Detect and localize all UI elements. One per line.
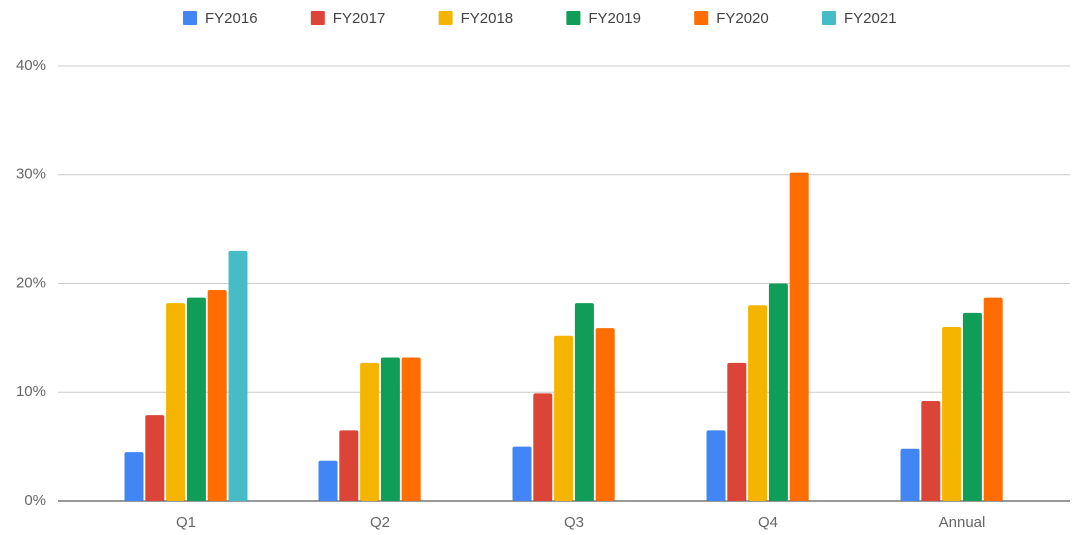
y-tick-label: 30% bbox=[16, 166, 46, 183]
bar bbox=[962, 312, 982, 501]
legend-swatch bbox=[694, 11, 709, 25]
bar bbox=[360, 362, 380, 501]
x-tick-label: Q3 bbox=[564, 514, 584, 531]
legend-swatch bbox=[438, 11, 453, 25]
legend-swatch bbox=[183, 11, 197, 25]
bar bbox=[145, 415, 165, 501]
x-tick-label: Annual bbox=[939, 514, 986, 531]
bar bbox=[595, 328, 615, 501]
bar bbox=[789, 172, 809, 501]
legend-label: FY2017 bbox=[333, 10, 386, 27]
bar bbox=[900, 448, 920, 501]
bar bbox=[983, 297, 1003, 501]
x-tick-label: Q1 bbox=[176, 514, 196, 531]
bar bbox=[921, 400, 941, 501]
y-tick-label: 10% bbox=[16, 383, 46, 400]
legend-swatch bbox=[310, 11, 325, 25]
bar bbox=[318, 460, 338, 501]
legend-label: FY2019 bbox=[588, 10, 641, 27]
bar bbox=[166, 303, 186, 501]
bar bbox=[748, 305, 768, 501]
bar bbox=[942, 327, 962, 501]
bar bbox=[380, 357, 400, 501]
legend-label: FY2021 bbox=[844, 10, 897, 27]
bar bbox=[401, 357, 421, 501]
x-tick-label: Q4 bbox=[758, 514, 778, 531]
y-tick-label: 40% bbox=[16, 57, 46, 74]
legend-label: FY2020 bbox=[716, 10, 769, 27]
bar bbox=[706, 430, 726, 501]
legend-label: FY2016 bbox=[205, 10, 258, 27]
legend: FY2016 FY2017 FY2018 FY2019 FY2020 FY2021 bbox=[183, 10, 897, 27]
bar bbox=[207, 290, 227, 501]
y-tick-label: 20% bbox=[16, 274, 46, 291]
bar bbox=[727, 362, 747, 501]
bar bbox=[228, 250, 248, 501]
bar bbox=[533, 393, 553, 501]
bar bbox=[768, 283, 788, 501]
bar bbox=[124, 452, 144, 501]
y-tick-label: 0% bbox=[24, 492, 46, 509]
bar bbox=[512, 446, 532, 501]
bar bbox=[554, 335, 574, 501]
legend-swatch bbox=[822, 11, 836, 25]
bar bbox=[186, 297, 206, 501]
legend-swatch bbox=[566, 11, 581, 25]
bar bbox=[339, 430, 359, 501]
x-tick-label: Q2 bbox=[370, 514, 390, 531]
bar bbox=[574, 303, 594, 501]
legend-label: FY2018 bbox=[461, 10, 514, 27]
